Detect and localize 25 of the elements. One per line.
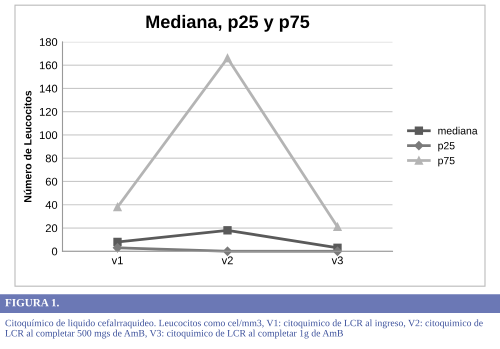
y-tick-label: 20 <box>46 224 58 232</box>
text: FIGURA 1. <box>5 298 59 306</box>
x-tick-label: v3 <box>332 256 343 264</box>
point <box>333 222 342 232</box>
y-tick-label: 100 <box>40 131 58 140</box>
point <box>223 226 232 235</box>
point <box>113 202 122 212</box>
y-tick-label: 120 <box>40 108 58 116</box>
y-tick-label: 140 <box>40 84 58 93</box>
point <box>223 54 232 62</box>
text: Citoquímico de liquido cefalrraquideo. Leucocitos como cel/mm3, V1: citoquimico de LCR al ingreso, V2: citoquimico de LCR al completar 500 mgs de AmB, V3: citoquimico de LCR al completar 1g de AmB <box>5 319 483 338</box>
y-tick-label: 40 <box>46 201 58 209</box>
x-tick-label: v1 <box>112 256 123 264</box>
legend-label: p25 <box>438 142 455 152</box>
chart-title: Mediana, p25 y p75 <box>146 14 310 32</box>
y-axis-title: Número de Leucocitos <box>24 90 32 202</box>
y-tick-label: 80 <box>46 154 58 162</box>
legend-label: mediana <box>438 126 478 134</box>
y-tick-label: 0 <box>52 248 58 256</box>
x-tick-label: v2 <box>222 256 233 264</box>
point <box>112 243 122 252</box>
y-tick-label: 160 <box>40 61 58 70</box>
y-tick-label: 180 <box>40 38 58 46</box>
legend-label: p75 <box>438 157 455 166</box>
y-tick-label: 60 <box>46 178 58 186</box>
